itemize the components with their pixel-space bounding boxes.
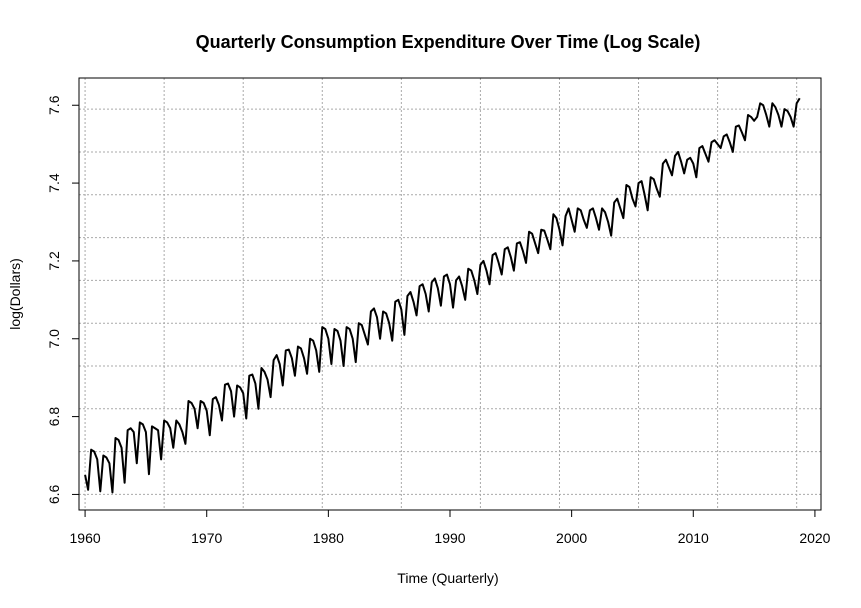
x-tick-label: 1980 (313, 530, 344, 546)
y-tick-label: 7.4 (46, 173, 62, 193)
y-tick-label: 7.6 (46, 95, 62, 115)
x-tick-label: 1990 (434, 530, 465, 546)
y-tick-label: 6.6 (46, 484, 62, 504)
axis-layer: 1960 1970 1980 1990 2000 2010 2020 6.6 6.8 7.0 7.2… (46, 95, 831, 546)
x-axis-label: Time (Quarterly) (397, 570, 498, 586)
plot-area-frame (78, 77, 822, 511)
x-tick-label: 2000 (556, 530, 587, 546)
grid-layer (79, 78, 821, 510)
y-tick-label: 6.8 (46, 407, 62, 427)
x-tick-label: 1970 (191, 530, 222, 546)
x-tick-label: 2010 (678, 530, 709, 546)
series-line (84, 97, 801, 494)
x-tick-label: 2020 (799, 530, 830, 546)
y-tick-label: 7.0 (46, 329, 62, 349)
chart-title: Quarterly Consumption Expenditure Over T… (196, 32, 701, 52)
y-tick-label: 7.2 (46, 251, 62, 271)
series-layer (84, 97, 801, 494)
y-axis-label: log(Dollars) (7, 258, 23, 330)
x-tick-label: 1960 (70, 530, 101, 546)
